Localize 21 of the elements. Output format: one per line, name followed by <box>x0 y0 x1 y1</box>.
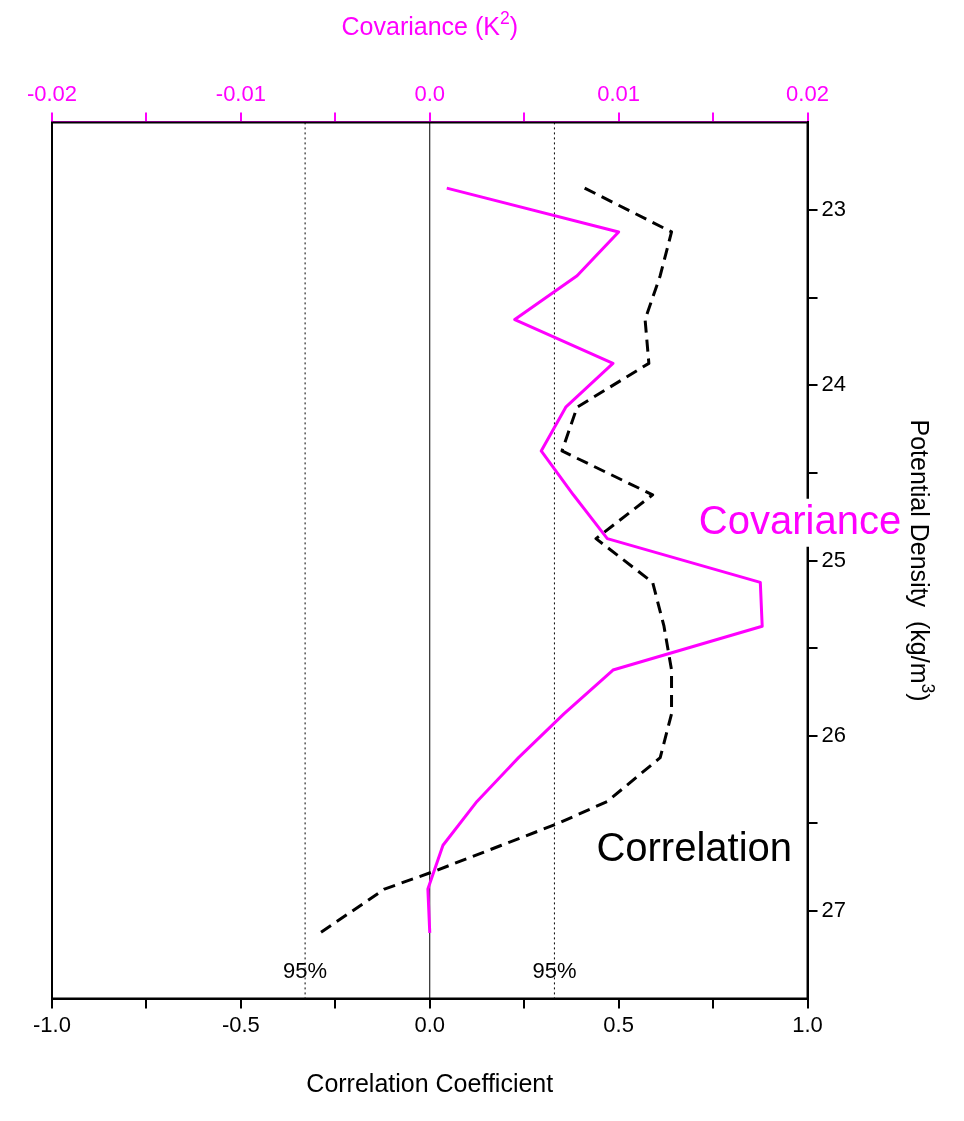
y-tick-label: 26 <box>821 721 847 747</box>
annotation: 95% <box>532 958 577 984</box>
annotation: 95% <box>283 958 328 984</box>
x-tick-label: 0.0 <box>414 1011 446 1037</box>
x-axis-title: Correlation Coefficient <box>306 1068 554 1097</box>
y-axis-title: Potential Density (kg/m3) <box>906 419 938 702</box>
x-tick-label: 0.5 <box>603 1011 634 1037</box>
x-tick-label: -1.0 <box>33 1011 71 1037</box>
y-tick-label: 23 <box>821 196 847 222</box>
x2-tick-label: -0.02 <box>26 81 78 107</box>
y-tick-label: 27 <box>821 897 847 923</box>
x2-tick-label: 0.0 <box>414 81 446 107</box>
x-tick-label: 1.0 <box>792 1011 823 1037</box>
x2-tick-label: -0.01 <box>215 81 266 107</box>
x2-tick-label: 0.01 <box>597 81 641 107</box>
x2-tick-label: 0.02 <box>786 81 829 107</box>
y-tick-label: 25 <box>821 546 847 572</box>
series-label: Covariance <box>698 497 902 542</box>
series-label: Correlation <box>596 824 793 869</box>
y-tick-label: 24 <box>821 371 847 397</box>
x-tick-label: -0.5 <box>221 1011 260 1037</box>
